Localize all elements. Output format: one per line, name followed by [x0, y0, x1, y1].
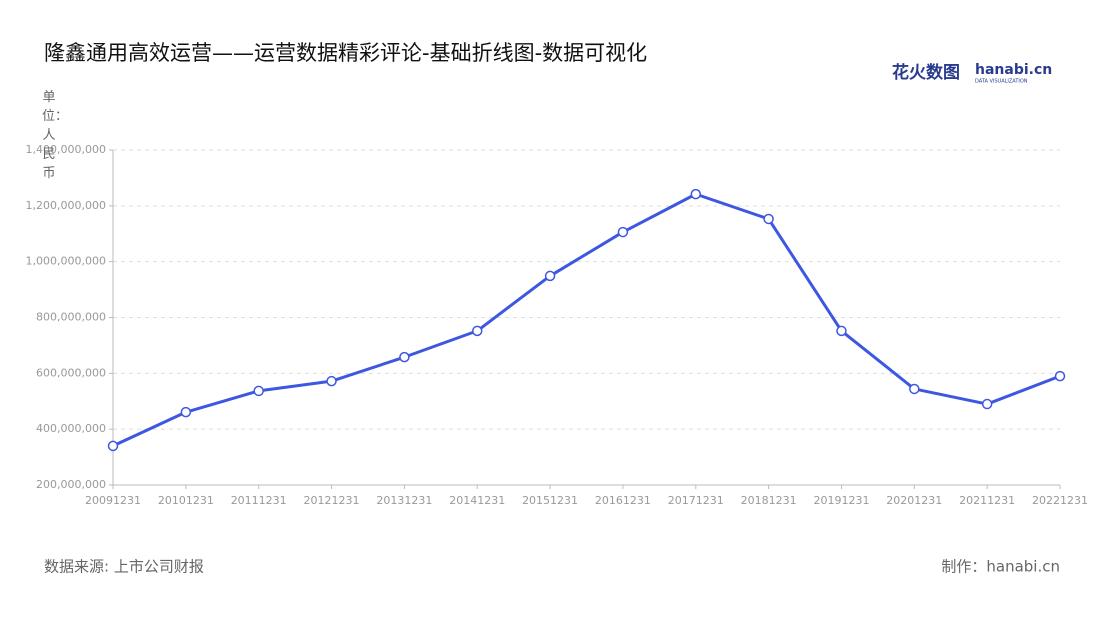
- logo-brand: 花火数图: [892, 62, 960, 83]
- credit: 制作：hanabi.cn: [941, 558, 1060, 576]
- line: [112, 192, 1061, 448]
- y-tick-label: 400,000,000: [36, 422, 106, 435]
- x-tick-label: 20141231: [449, 494, 505, 507]
- x-tick-label: 20101231: [158, 494, 214, 507]
- point: [981, 398, 993, 410]
- point: [180, 406, 192, 418]
- x-tick-label: 20221231: [1032, 494, 1088, 507]
- y-tick-label: 600,000,000: [36, 366, 106, 379]
- x-tick-label: 20201231: [886, 494, 942, 507]
- x-tick-label: 20211231: [959, 494, 1015, 507]
- point: [1054, 370, 1066, 382]
- logo-tagline: DATA VISUALIZATION: [975, 79, 1028, 85]
- point: [326, 375, 337, 387]
- x-tick-label: 20121231: [304, 494, 360, 507]
- x-tick-label: 20131231: [376, 494, 432, 507]
- y-tick-label: 800,000,000: [36, 311, 106, 324]
- x-tick-label: 20091231: [85, 494, 141, 507]
- x-tick-label: 20111231: [231, 494, 287, 507]
- point: [544, 270, 556, 282]
- x-tick-label: 20191231: [813, 494, 869, 507]
- point: [836, 325, 847, 337]
- y-axis-label: 单位：人民币: [42, 90, 69, 181]
- x-tick-label: 20151231: [522, 494, 578, 507]
- y-tick-label: 1,000,000,000: [26, 255, 106, 268]
- source: 数据来源: 上市公司财报: [44, 558, 204, 576]
- point: [253, 385, 264, 397]
- x-tick-label: 20181231: [741, 494, 797, 507]
- point: [617, 226, 629, 238]
- chart-title: 隆鑫通用高效运营——运营数据精彩评论-基础折线图-数据可视化: [44, 41, 647, 65]
- point: [909, 383, 920, 395]
- y-tick-label: 1,400,000,000: [26, 143, 106, 156]
- y-tick-label: 1,200,000,000: [26, 199, 106, 212]
- point: [399, 351, 410, 363]
- point: [107, 440, 119, 452]
- x-tick-label: 20171231: [668, 494, 724, 507]
- point: [763, 213, 774, 225]
- x-tick-label: 20161231: [595, 494, 651, 507]
- logo-site: hanabi.cn: [975, 62, 1052, 78]
- y-tick-label: 200,000,000: [36, 478, 106, 491]
- point: [690, 188, 702, 200]
- point: [471, 325, 483, 337]
